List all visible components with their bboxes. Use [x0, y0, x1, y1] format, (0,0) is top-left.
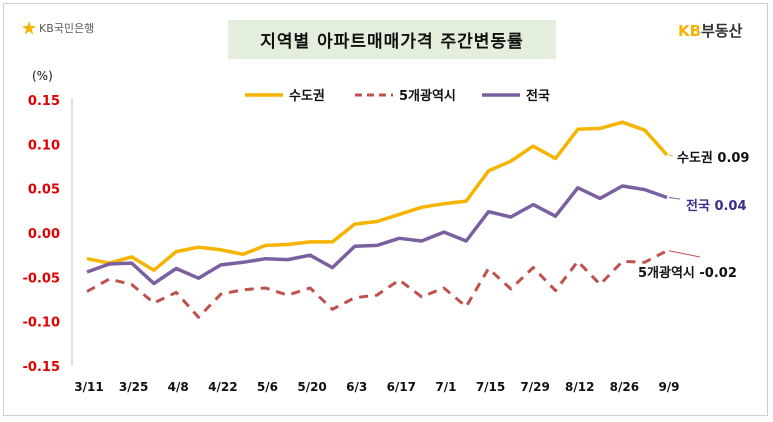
x-tick-label: 7/29 [520, 380, 549, 394]
y-tick-label: 0.00 [28, 227, 60, 242]
x-tick-label: 6/17 [387, 380, 416, 394]
y-tick-label: -0.15 [23, 360, 60, 375]
kb-kookmin-bank-logo: KB국민은행 [22, 20, 94, 36]
end-label-leader [668, 154, 674, 157]
x-tick-label: 5/20 [297, 380, 326, 394]
x-tick-label: 3/11 [74, 380, 103, 394]
y-tick-label: 0.05 [28, 183, 60, 198]
x-tick-label: 5/6 [257, 380, 278, 394]
end-label: 5개광역시 -0.02 [638, 265, 737, 281]
x-tick-label: 8/26 [610, 380, 639, 394]
chart-frame [3, 3, 768, 416]
legend: 수도권 5개광역시 전국 [245, 88, 550, 104]
kb-star-icon [22, 21, 36, 35]
x-tick-label: 7/1 [435, 380, 456, 394]
end-label-leader [668, 250, 701, 258]
end-label-leader [668, 197, 681, 200]
series-line-수도권 [86, 120, 669, 272]
legend-label: 5개광역시 [399, 88, 456, 104]
y-tick-label: 0.10 [28, 138, 60, 153]
kb-real-estate-brand: KB부동산 [678, 20, 742, 41]
y-tick-label: -0.10 [23, 316, 60, 331]
x-tick-label: 3/25 [119, 380, 148, 394]
x-axis: 3/11 3/25 4/8 4/22 5/6 5/20 6/3 6/17 7/1 7/15 7/29… [74, 380, 679, 394]
x-tick-label: 9/9 [658, 380, 679, 394]
legend-label: 전국 [526, 88, 550, 104]
x-tick-label: 4/8 [168, 380, 189, 394]
y-axis-unit: (%) [32, 69, 53, 83]
chart-title: 지역별 아파트매매가격 주간변동률 [260, 32, 524, 52]
end-label: 전국 0.04 [686, 198, 747, 214]
x-tick-label: 7/15 [476, 380, 505, 394]
end-label: 수도권 0.09 [677, 151, 749, 166]
logo-text: KB국민은행 [39, 22, 95, 35]
series-line-전국 [86, 184, 668, 286]
legend-label: 수도권 [289, 89, 325, 104]
y-tick-label: -0.05 [23, 271, 60, 286]
series-line-5개광역시 [86, 249, 668, 319]
y-tick-label: 0.15 [28, 94, 60, 109]
chart-title-box: 지역별 아파트매매가격 주간변동률 [228, 20, 556, 59]
end-labels: 수도권 0.09 5개광역시 -0.02 전국 0.04 [638, 151, 749, 281]
x-tick-label: 8/12 [565, 380, 594, 394]
x-tick-label: 4/22 [208, 380, 237, 394]
x-tick-label: 6/3 [346, 380, 367, 394]
brand-name: 부동산 [701, 22, 743, 40]
brand-kb: KB [678, 22, 702, 40]
series-lines [86, 120, 669, 319]
y-axis: 0.15 0.10 0.05 0.00 -0.05 -0.10 -0.15 [23, 94, 73, 375]
